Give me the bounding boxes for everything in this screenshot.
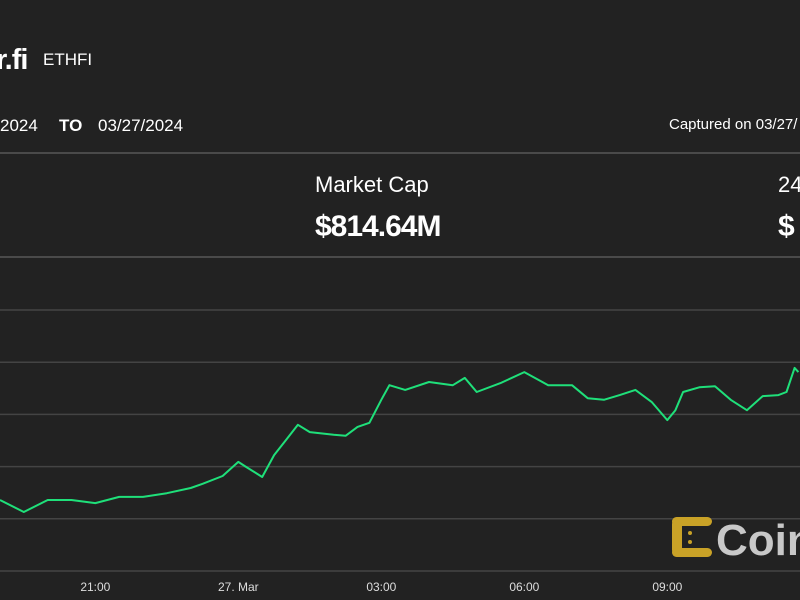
x-tick-label: 03:00 (366, 580, 396, 594)
market-cap-value: $814.64M (315, 210, 441, 243)
date-from: 2024 (0, 116, 38, 135)
divider (0, 152, 800, 154)
asset-ticker: ETHFI (43, 50, 93, 69)
coindesk-logo-icon (672, 517, 712, 557)
x-tick-label: 27. Mar (218, 580, 259, 594)
date-to: 03/27/2024 (98, 116, 184, 135)
date-to-label: TO (59, 116, 83, 135)
watermark-text: Coin (716, 516, 800, 565)
volume-value: $ (778, 210, 795, 243)
x-tick-label: 06:00 (509, 580, 539, 594)
captured-on: Captured on 03/27/ (669, 116, 798, 133)
x-tick-label: 21:00 (80, 580, 110, 594)
price-line (0, 366, 800, 513)
x-tick-label: 09:00 (652, 580, 682, 594)
asset-name: r.fi (0, 44, 28, 76)
volume-label: 24 (778, 172, 800, 197)
divider (0, 256, 800, 258)
market-cap-label: Market Cap (315, 172, 429, 197)
